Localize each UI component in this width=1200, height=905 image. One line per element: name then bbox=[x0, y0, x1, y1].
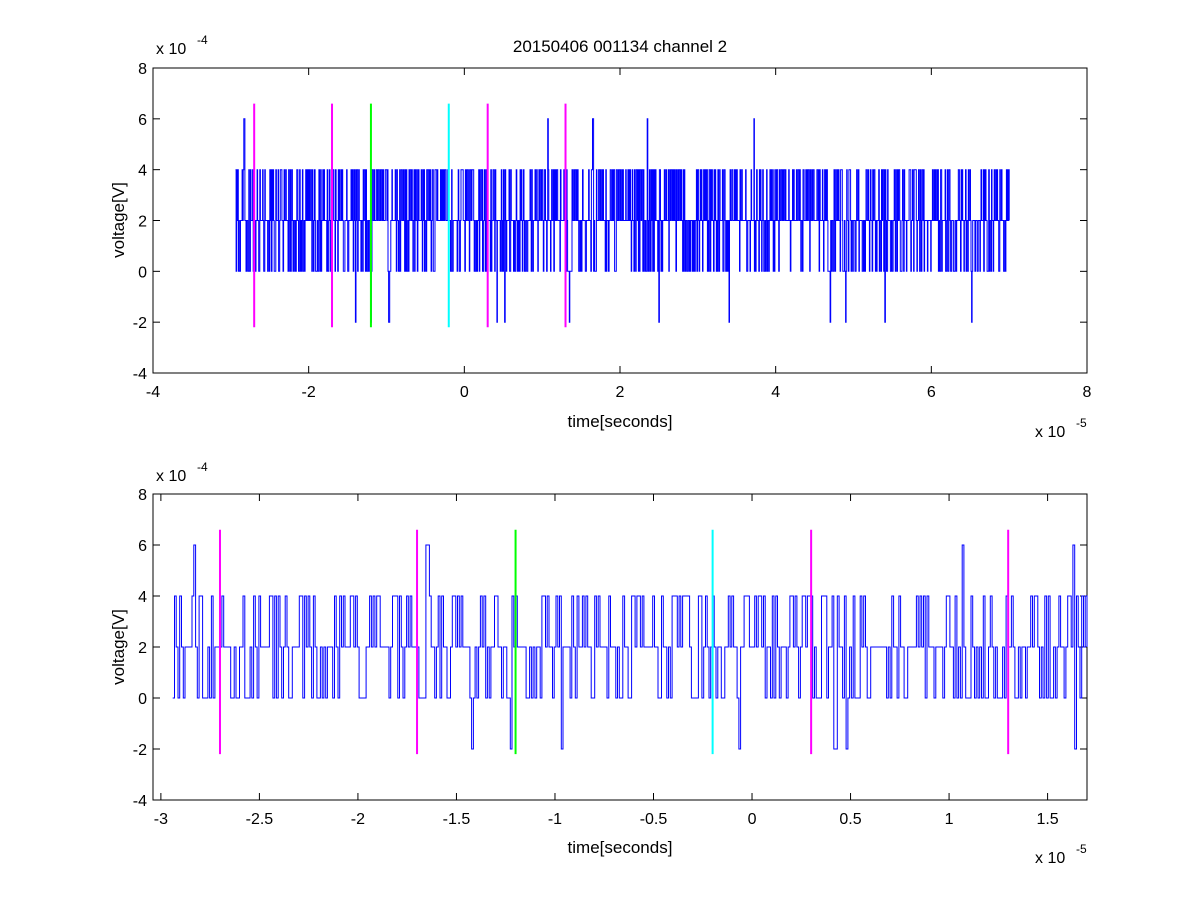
x-tick-label: 8 bbox=[1083, 384, 1092, 401]
x-tick-label: -2 bbox=[351, 811, 365, 828]
voltage-trace-line bbox=[172, 544, 1088, 750]
y-tick-label: 0 bbox=[138, 264, 147, 281]
y-tick-label: 6 bbox=[138, 538, 147, 555]
x-tick-label: 0.5 bbox=[839, 811, 861, 828]
y-exponent-power: -4 bbox=[197, 33, 208, 47]
x-axis-label: time[seconds] bbox=[568, 838, 673, 857]
x-tick-label: 0 bbox=[748, 811, 757, 828]
y-tick-label: -2 bbox=[133, 742, 147, 759]
y-tick-label: 6 bbox=[138, 112, 147, 129]
y-tick-label: -4 bbox=[133, 366, 147, 383]
y-axis-label: voltage[V] bbox=[109, 609, 128, 685]
y-tick-label: 8 bbox=[138, 487, 147, 504]
y-exponent-label: x 10 -4 bbox=[156, 33, 208, 58]
x-tick-labels: -3 -2.5 -2 -1.5 -1 -0.5 0 0.5 1 1.5 bbox=[154, 494, 1059, 828]
y-tick-label: 2 bbox=[138, 640, 147, 657]
y-tick-label: 8 bbox=[138, 61, 147, 78]
y-tick-label: -4 bbox=[133, 793, 147, 810]
x-tick-label: 4 bbox=[771, 384, 780, 401]
x-exponent-label: x 10 -5 bbox=[1035, 416, 1087, 441]
x-exponent-power: -5 bbox=[1076, 842, 1087, 856]
x-tick-label: -2.5 bbox=[246, 811, 274, 828]
voltage-trace-line bbox=[235, 118, 1010, 323]
x-tick-label: 2 bbox=[616, 384, 625, 401]
x-tick-label: 0 bbox=[460, 384, 469, 401]
y-exponent-label: x 10 -4 bbox=[156, 460, 208, 485]
figure-title: 20150406 001134 channel 2 bbox=[513, 37, 727, 56]
y-tick-label: 4 bbox=[138, 589, 147, 606]
signal-trace bbox=[235, 118, 1010, 323]
y-exponent-base: x 10 bbox=[156, 41, 186, 58]
x-tick-label: 1 bbox=[945, 811, 954, 828]
y-tick-label: 0 bbox=[138, 691, 147, 708]
x-tick-label: -2 bbox=[302, 384, 316, 401]
y-exponent-power: -4 bbox=[197, 460, 208, 474]
x-exponent-label: x 10 -5 bbox=[1035, 842, 1087, 867]
x-tick-label: -1 bbox=[548, 811, 562, 828]
signal-trace bbox=[172, 544, 1088, 750]
x-axis-label: time[seconds] bbox=[568, 412, 673, 431]
x-exponent-base: x 10 bbox=[1035, 850, 1065, 867]
subplot-bottom: -4 -2 0 2 4 6 8 -3 -2.5 -2 -1.5 -1 -0.5 0 0.5 1 1.5 tim… bbox=[109, 460, 1088, 867]
y-tick-label: 4 bbox=[138, 163, 147, 180]
x-exponent-power: -5 bbox=[1076, 416, 1087, 430]
event-markers bbox=[253, 103, 567, 328]
y-axis-label: voltage[V] bbox=[109, 182, 128, 258]
x-tick-label: -1.5 bbox=[443, 811, 471, 828]
event-markers bbox=[218, 529, 1010, 755]
y-tick-labels: -4 -2 0 2 4 6 8 bbox=[133, 61, 1087, 383]
x-tick-label: 6 bbox=[927, 384, 936, 401]
x-tick-label: -3 bbox=[154, 811, 168, 828]
x-exponent-base: x 10 bbox=[1035, 424, 1065, 441]
subplot-top: -4 -2 0 2 4 6 8 -4 -2 0 2 4 6 8 time[seconds] voltag… bbox=[109, 33, 1092, 441]
y-tick-label: -2 bbox=[133, 315, 147, 332]
x-tick-labels: -4 -2 0 2 4 6 8 bbox=[146, 68, 1092, 401]
y-exponent-base: x 10 bbox=[156, 468, 186, 485]
x-tick-label: 1.5 bbox=[1036, 811, 1058, 828]
x-tick-label: -4 bbox=[146, 384, 160, 401]
x-tick-label: -0.5 bbox=[640, 811, 668, 828]
y-tick-label: 2 bbox=[138, 214, 147, 231]
